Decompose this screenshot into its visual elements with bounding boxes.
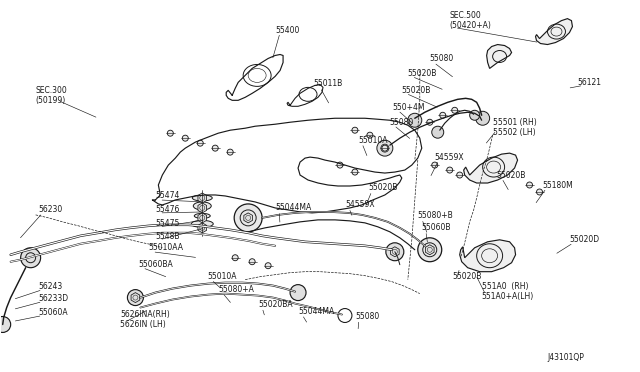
Text: 55400: 55400 — [275, 26, 300, 35]
Text: 55060BA: 55060BA — [138, 260, 173, 269]
Circle shape — [536, 189, 543, 195]
Circle shape — [234, 204, 262, 232]
Circle shape — [337, 162, 343, 168]
Text: 55080: 55080 — [430, 54, 454, 63]
Text: 56243: 56243 — [38, 282, 63, 291]
Polygon shape — [244, 213, 252, 223]
Text: SEC.300
(50199): SEC.300 (50199) — [36, 86, 67, 105]
Circle shape — [167, 130, 173, 136]
Text: SEC.500
(50420+A): SEC.500 (50420+A) — [450, 11, 492, 31]
Polygon shape — [198, 213, 207, 223]
Text: 54559X: 54559X — [345, 201, 374, 209]
Polygon shape — [198, 223, 207, 233]
Circle shape — [427, 119, 433, 125]
Circle shape — [232, 255, 238, 261]
Ellipse shape — [191, 220, 213, 227]
Text: 550+4M: 550+4M — [393, 103, 426, 112]
Polygon shape — [464, 153, 518, 183]
Text: 55060B: 55060B — [422, 223, 451, 232]
Circle shape — [377, 140, 393, 156]
Text: 55044MA: 55044MA — [275, 203, 311, 212]
Polygon shape — [198, 203, 207, 213]
Circle shape — [418, 238, 442, 262]
Polygon shape — [390, 247, 399, 257]
Text: 55080: 55080 — [390, 118, 414, 127]
Text: 55010AA: 55010AA — [148, 243, 184, 252]
Circle shape — [352, 127, 358, 133]
Circle shape — [470, 110, 479, 120]
Circle shape — [408, 113, 422, 127]
Circle shape — [432, 162, 438, 168]
Text: 55474: 55474 — [156, 192, 180, 201]
Text: 55010A: 55010A — [358, 136, 387, 145]
Circle shape — [440, 112, 445, 118]
Circle shape — [527, 182, 532, 188]
Circle shape — [197, 140, 204, 146]
Text: 55020B: 55020B — [368, 183, 397, 192]
Text: 55020B: 55020B — [408, 69, 437, 78]
Text: 5548B: 5548B — [156, 232, 180, 241]
Text: 55080+A: 55080+A — [218, 285, 254, 294]
Text: 56121: 56121 — [577, 78, 602, 87]
Text: 55180M: 55180M — [543, 180, 573, 189]
Ellipse shape — [195, 214, 210, 218]
Text: 55020B: 55020B — [452, 272, 482, 281]
Circle shape — [476, 111, 490, 125]
Ellipse shape — [193, 202, 211, 210]
Text: 55020BA: 55020BA — [258, 300, 292, 309]
Text: 55476: 55476 — [156, 205, 180, 214]
Circle shape — [447, 167, 452, 173]
Circle shape — [127, 290, 143, 305]
Text: 55011B: 55011B — [313, 79, 342, 88]
Circle shape — [367, 132, 373, 138]
Circle shape — [0, 317, 11, 333]
Circle shape — [265, 263, 271, 269]
Circle shape — [386, 243, 404, 261]
Circle shape — [20, 248, 40, 268]
Text: 55080: 55080 — [355, 312, 379, 321]
Circle shape — [452, 107, 458, 113]
Polygon shape — [536, 19, 572, 45]
Circle shape — [182, 135, 188, 141]
Circle shape — [249, 259, 255, 265]
Circle shape — [290, 285, 306, 301]
Text: 55010A: 55010A — [207, 272, 237, 281]
Circle shape — [352, 169, 358, 175]
Polygon shape — [426, 245, 434, 255]
Polygon shape — [131, 293, 140, 302]
Text: 55080+B: 55080+B — [418, 211, 454, 220]
Text: 55020B: 55020B — [497, 170, 526, 180]
Text: 56233D: 56233D — [38, 294, 68, 303]
Text: 55044MA: 55044MA — [298, 307, 334, 316]
Text: 5626INA(RH)
5626IN (LH): 5626INA(RH) 5626IN (LH) — [120, 310, 170, 329]
Text: 551A0  (RH)
551A0+A(LH): 551A0 (RH) 551A0+A(LH) — [482, 282, 534, 301]
Text: 56230: 56230 — [38, 205, 63, 214]
Polygon shape — [198, 193, 207, 203]
Polygon shape — [486, 45, 511, 68]
Text: 55020B: 55020B — [402, 86, 431, 95]
Circle shape — [432, 126, 444, 138]
Circle shape — [227, 149, 233, 155]
Text: J43101QP: J43101QP — [547, 353, 584, 362]
Circle shape — [457, 172, 463, 178]
Text: 55020D: 55020D — [570, 235, 600, 244]
Circle shape — [382, 145, 388, 151]
Polygon shape — [460, 240, 516, 272]
Text: 55060A: 55060A — [38, 308, 68, 317]
Text: 54559X: 54559X — [435, 153, 465, 161]
Ellipse shape — [192, 195, 212, 201]
Circle shape — [212, 145, 218, 151]
Text: 55501 (RH)
55502 (LH): 55501 (RH) 55502 (LH) — [493, 118, 536, 137]
Text: 55475: 55475 — [156, 219, 180, 228]
